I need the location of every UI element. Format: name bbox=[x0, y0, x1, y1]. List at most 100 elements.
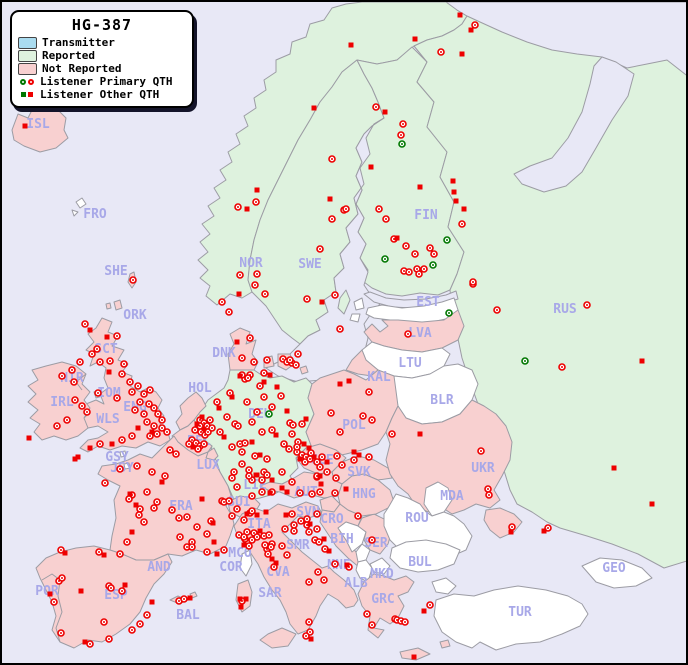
region-iberia bbox=[35, 545, 173, 649]
listener-primary-qth-marker bbox=[233, 505, 241, 513]
listener-primary-qth-marker bbox=[294, 350, 302, 358]
listener-primary-qth-marker bbox=[101, 479, 109, 487]
listener-other-qth-marker bbox=[234, 339, 240, 345]
region-moldova bbox=[423, 481, 453, 517]
listener-other-qth-marker bbox=[101, 552, 107, 558]
listener-other-qth-marker bbox=[257, 452, 263, 458]
listener-primary-qth-marker-reporting bbox=[398, 140, 406, 148]
listener-primary-qth-marker bbox=[176, 533, 184, 541]
legend-row-transmitter: Transmitter bbox=[18, 36, 186, 49]
listener-primary-qth-marker bbox=[286, 356, 294, 364]
listener-other-qth-marker bbox=[109, 441, 115, 447]
listener-primary-qth-marker bbox=[420, 265, 428, 273]
listener-primary-qth-marker bbox=[248, 507, 256, 515]
listener-other-qth-marker bbox=[649, 501, 655, 507]
legend-label: Not Reported bbox=[42, 62, 122, 75]
country-label-she: SHE bbox=[104, 264, 127, 279]
country-label-cor: COR bbox=[219, 560, 243, 575]
listener-primary-qth-marker bbox=[305, 618, 313, 626]
country-label-bih: BIH bbox=[330, 532, 353, 547]
listener-other-qth-marker bbox=[274, 384, 280, 390]
listener-other-qth-marker bbox=[324, 459, 330, 465]
green-square-icon bbox=[20, 92, 26, 97]
listener-primary-qth-marker bbox=[315, 538, 323, 546]
region-macedonia bbox=[369, 557, 391, 575]
listener-primary-qth-marker bbox=[261, 541, 269, 549]
listener-other-qth-marker bbox=[253, 472, 259, 478]
listener-primary-qth-marker bbox=[88, 350, 96, 358]
listener-primary-qth-marker bbox=[368, 536, 376, 544]
country-label-bul: BUL bbox=[408, 555, 432, 570]
listener-other-qth-marker bbox=[254, 187, 260, 193]
listener-primary-qth-marker bbox=[375, 205, 383, 213]
legend-row-other-qth: Listener Other QTH bbox=[18, 88, 186, 101]
country-label-por: POR bbox=[35, 584, 59, 599]
listener-primary-qth-marker bbox=[368, 416, 376, 424]
country-label-lux: LUX bbox=[196, 458, 220, 473]
country-label-svk: SVK bbox=[347, 465, 371, 480]
listener-primary-qth-marker bbox=[264, 550, 272, 558]
listener-primary-qth-marker bbox=[316, 463, 324, 471]
listener-primary-qth-marker bbox=[81, 320, 89, 328]
listener-other-qth-marker bbox=[382, 109, 388, 115]
listener-primary-qth-marker bbox=[477, 447, 485, 455]
listener-primary-qth-marker bbox=[230, 468, 238, 476]
listener-other-qth-marker bbox=[229, 394, 235, 400]
listener-other-qth-marker bbox=[421, 608, 427, 614]
listener-primary-qth-marker bbox=[252, 198, 260, 206]
listener-other-qth-marker bbox=[78, 588, 84, 594]
country-label-swe: SWE bbox=[298, 257, 321, 272]
listener-other-qth-marker bbox=[261, 379, 267, 385]
listener-other-qth-marker bbox=[199, 496, 205, 502]
country-label-wls: WLS bbox=[96, 412, 120, 427]
listener-primary-qth-marker bbox=[305, 578, 313, 586]
listener-primary-qth-marker bbox=[323, 468, 331, 476]
listener-primary-qth-marker bbox=[228, 512, 236, 520]
listener-primary-qth-marker bbox=[388, 430, 396, 438]
listener-primary-qth-marker bbox=[430, 250, 438, 258]
listener-other-qth-marker bbox=[311, 454, 317, 460]
listener-primary-qth-marker bbox=[203, 548, 211, 556]
listener-primary-qth-marker bbox=[336, 428, 344, 436]
listener-markers bbox=[11, 12, 655, 660]
listener-other-qth-marker bbox=[159, 479, 165, 485]
portugal-border bbox=[41, 573, 63, 643]
listener-primary-qth-marker-reporting bbox=[265, 410, 273, 418]
listener-primary-qth-marker bbox=[140, 410, 148, 418]
country-label-tur: TUR bbox=[508, 605, 532, 620]
listener-other-qth-marker bbox=[461, 206, 467, 212]
listener-other-qth-marker bbox=[269, 556, 275, 562]
listener-primary-qth-marker bbox=[240, 533, 248, 541]
listener-primary-qth-marker bbox=[332, 474, 340, 482]
listener-primary-qth-marker bbox=[363, 610, 371, 618]
listener-other-qth-marker bbox=[236, 291, 242, 297]
country-label-grc: GRC bbox=[371, 592, 394, 607]
listener-primary-qth-marker-reporting bbox=[443, 236, 451, 244]
listener-other-qth-marker bbox=[459, 51, 465, 57]
listener-primary-qth-marker bbox=[411, 250, 419, 258]
listener-primary-qth-marker bbox=[116, 465, 124, 473]
listener-other-qth-marker bbox=[417, 431, 423, 437]
listener-primary-qth-marker bbox=[245, 542, 253, 550]
country-label-isl: ISL bbox=[26, 117, 50, 132]
listener-primary-qth-marker bbox=[50, 598, 58, 606]
listener-primary-qth-marker bbox=[188, 543, 196, 551]
listener-other-qth-marker bbox=[344, 562, 350, 568]
country-label-rou: ROU bbox=[405, 511, 429, 526]
listener-primary-qth-marker bbox=[238, 354, 246, 362]
region-kaliningrad bbox=[345, 349, 379, 377]
listener-primary-qth-marker bbox=[288, 478, 296, 486]
listener-primary-qth-marker bbox=[316, 245, 324, 253]
country-label-kal: KAL bbox=[367, 370, 391, 385]
listener-primary-qth-marker bbox=[251, 452, 259, 460]
listener-primary-qth-marker bbox=[234, 203, 242, 211]
listener-primary-qth-marker bbox=[426, 601, 434, 609]
listener-primary-qth-marker bbox=[153, 498, 161, 506]
country-label-rus: RUS bbox=[553, 302, 577, 317]
listener-other-qth-marker bbox=[87, 327, 93, 333]
listener-other-qth-marker bbox=[267, 372, 273, 378]
listener-primary-qth-marker bbox=[508, 523, 516, 531]
region-montenegro bbox=[355, 543, 371, 563]
listener-other-qth-marker bbox=[149, 429, 155, 435]
region-white-sea bbox=[513, 56, 635, 193]
